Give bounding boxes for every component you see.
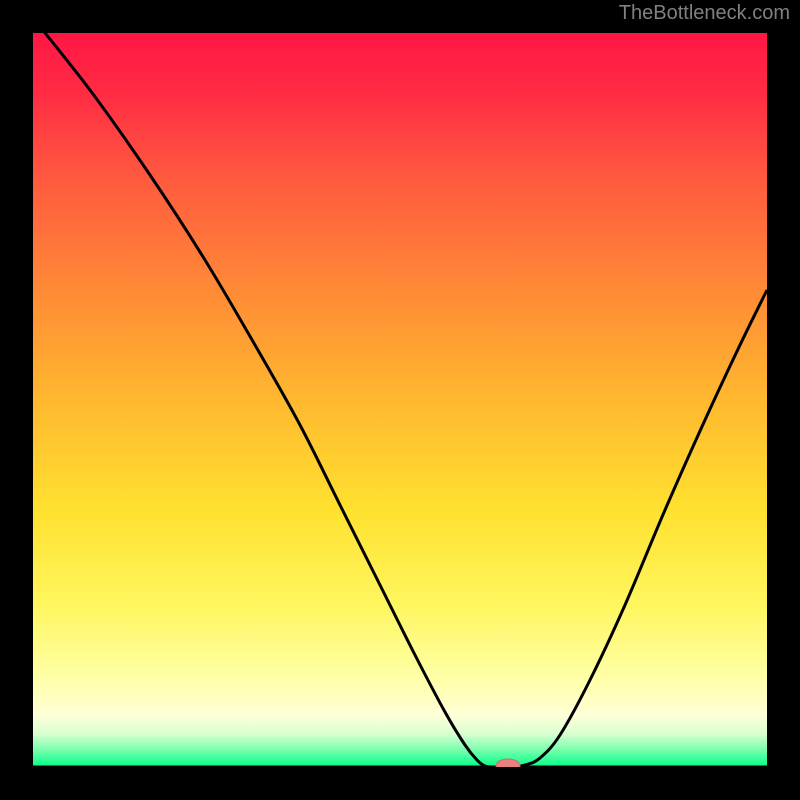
bottleneck-chart — [0, 0, 800, 800]
chart-container: TheBottleneck.com — [0, 0, 800, 800]
watermark-text: TheBottleneck.com — [619, 2, 790, 25]
gradient-background — [33, 33, 767, 767]
